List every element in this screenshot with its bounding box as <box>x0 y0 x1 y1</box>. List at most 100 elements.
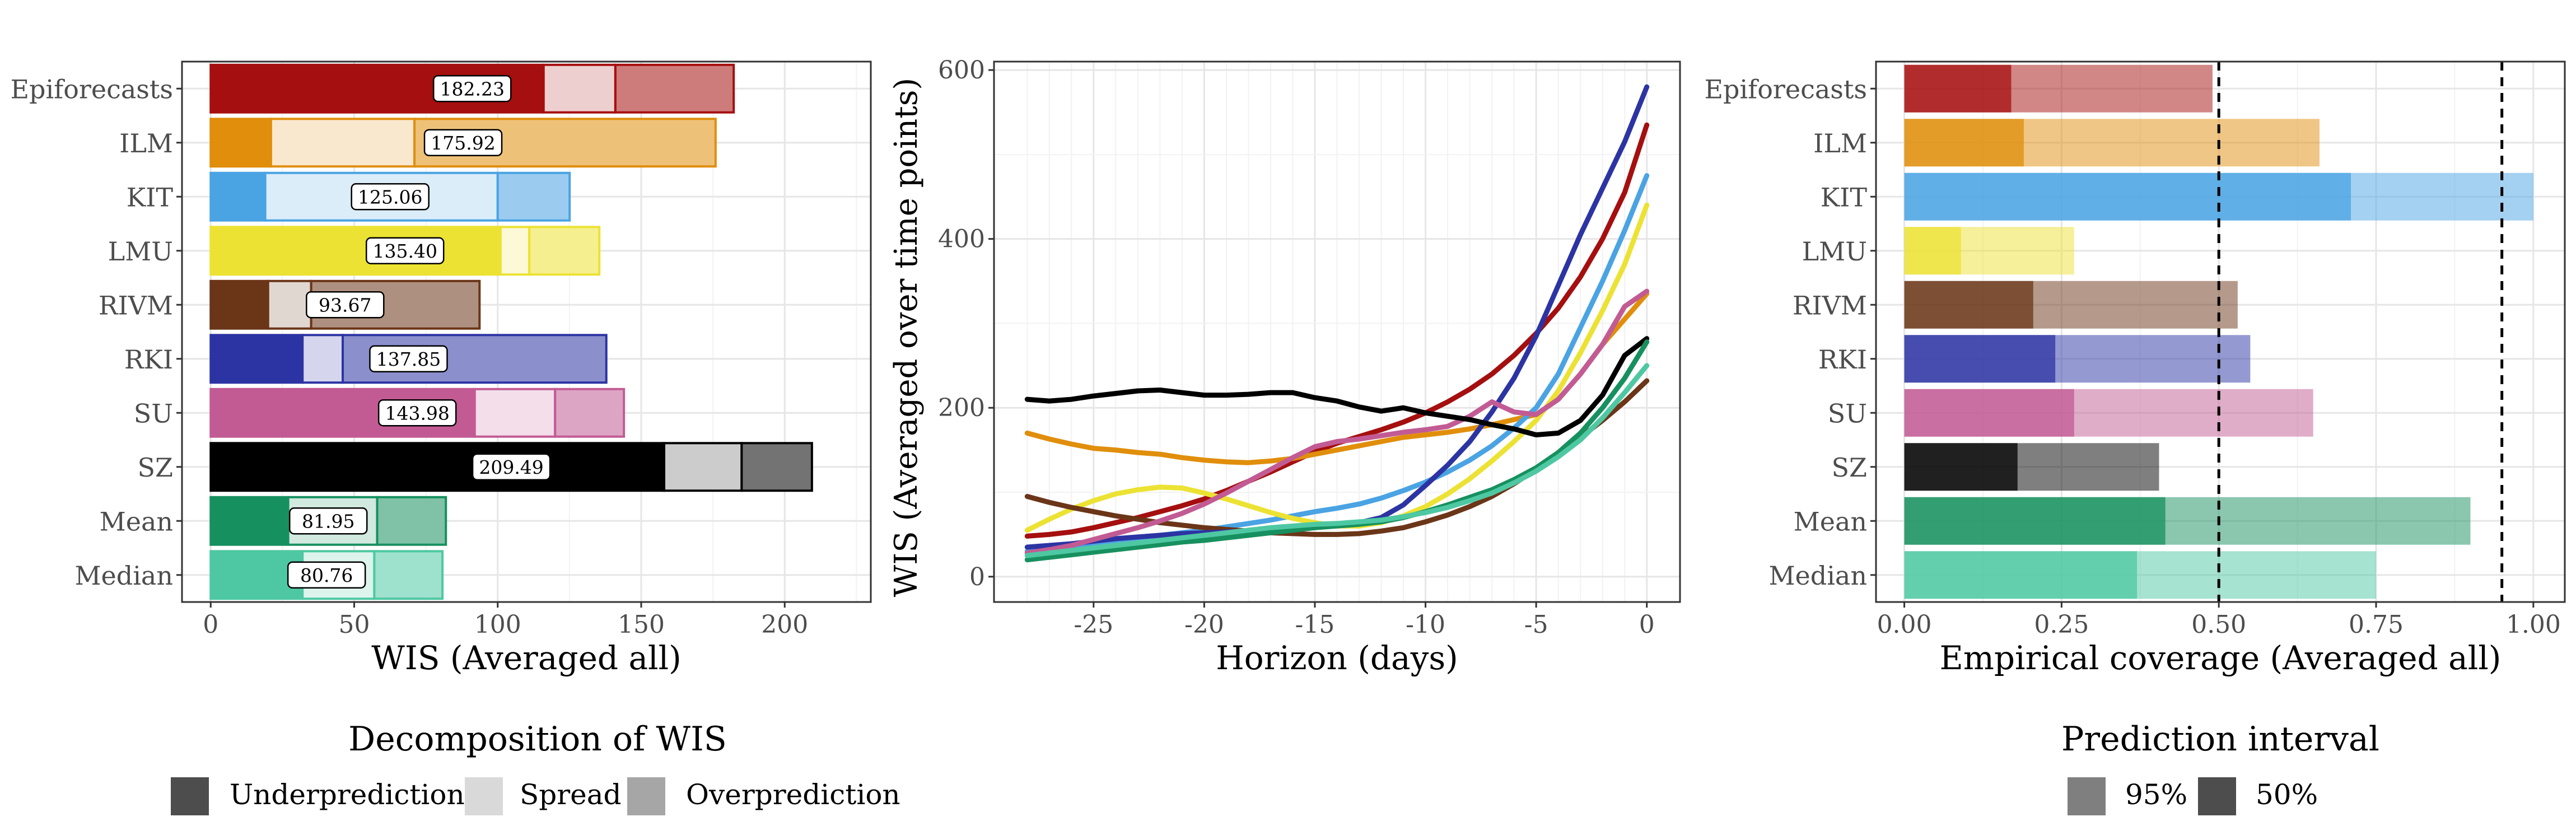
bar-mean-overprediction <box>376 496 447 546</box>
legend-title-prediction-interval: Prediction interval <box>2061 720 2379 759</box>
y-tick-label: 600 <box>938 56 985 85</box>
legend-key-overprediction <box>627 777 665 815</box>
y-tick-label-sz: SZ <box>1832 452 1867 483</box>
x-tick-label: 0 <box>203 610 218 639</box>
y-tick-label-kit: KIT <box>127 182 174 212</box>
total-label-epiforecasts: 182.23 <box>440 78 504 100</box>
legend-label-overprediction: Overprediction <box>686 778 900 811</box>
y-tick-label-ilm: ILM <box>1813 128 1867 158</box>
x-tick-label: 0.50 <box>2191 610 2246 639</box>
legend-key-50 <box>2198 777 2236 815</box>
y-tick-label-rki: RKI <box>1818 344 1867 375</box>
bar-ilm-underprediction <box>209 118 272 168</box>
total-label-rivm: 93.67 <box>319 294 371 316</box>
legend-key-underprediction <box>171 777 209 815</box>
total-label-box <box>423 129 503 156</box>
bar-sz-spread <box>663 442 743 492</box>
total-label-box <box>365 237 445 264</box>
x-tick-label: -20 <box>1184 610 1224 639</box>
bar-su-spread <box>473 388 557 438</box>
legend-key-spread <box>465 777 503 815</box>
series-line-10 <box>1024 363 1650 558</box>
total-label-box <box>288 507 368 535</box>
total-label-kit: 125.06 <box>358 186 422 208</box>
x-tick-label: 0.25 <box>2034 610 2089 639</box>
x-tick-label: -5 <box>1524 610 1548 639</box>
legend-label-95: 95% <box>2125 778 2187 811</box>
x-tick-label: 150 <box>618 610 665 639</box>
bar-median-50 <box>1904 551 2138 599</box>
y-tick-label-epiforecasts: Epiforecasts <box>1704 74 1867 104</box>
panel-border <box>993 60 1681 603</box>
coverage-panel: Epiforecasts ILM KIT LMU RIVM RKI SU SZ Mean Medi… <box>1704 60 2566 677</box>
wis-by-horizon-panel: -25 -20 -15 -10 -5 0 0 200 400 600 Horizon (days) W… <box>888 56 1681 677</box>
total-label-lmu: 135.40 <box>372 240 437 262</box>
bar-ilm-50 <box>1904 119 2024 167</box>
total-label-mean: 81.95 <box>302 510 354 532</box>
panel-border <box>181 60 872 603</box>
y-tick-label-median: Median <box>74 561 173 591</box>
y-tick-label-epiforecasts: Epiforecasts <box>10 74 173 104</box>
y-tick-label-mean: Mean <box>1794 506 1867 536</box>
bar-lmu-underprediction <box>209 226 502 276</box>
bar-kit-50 <box>1904 172 2351 221</box>
x-tick-label: 1.00 <box>2506 610 2561 639</box>
x-tick-label: 0.00 <box>1877 610 1932 639</box>
y-tick-label-rivm: RIVM <box>1793 290 1867 320</box>
y-tick-label-median: Median <box>1768 561 1867 591</box>
bar-ilm-spread <box>269 118 416 168</box>
bar-kit-underprediction <box>209 171 267 222</box>
total-label-median: 80.76 <box>300 564 353 586</box>
bar-epiforecasts-50 <box>1904 64 2012 113</box>
bar-sz-50 <box>1904 443 2018 491</box>
y-tick-label-rivm: RIVM <box>99 290 173 320</box>
y-tick-label: 0 <box>969 563 985 591</box>
total-label-box <box>287 561 366 589</box>
total-label-box <box>377 399 457 427</box>
y-tick-label-lmu: LMU <box>108 236 173 267</box>
bar-sz-overprediction <box>740 442 813 492</box>
y-tick-label-sz: SZ <box>138 452 173 483</box>
bar-su-50 <box>1904 389 2074 437</box>
bar-median-overprediction <box>373 550 444 600</box>
x-tick-label: 0.75 <box>2349 610 2404 639</box>
y-tick-label-rki: RKI <box>124 344 173 375</box>
wis-decomposition-panel: 182.23 Epiforecasts 175.92 ILM 125.06 KIT 135.… <box>10 60 872 677</box>
legend-label-underprediction: Underprediction <box>230 778 465 811</box>
x-tick-label: -10 <box>1406 610 1445 639</box>
total-label-box <box>369 345 448 372</box>
bar-rki-50 <box>1904 335 2056 383</box>
series-line-7 <box>1024 288 1650 556</box>
y-tick-label-su: SU <box>134 398 173 428</box>
y-tick-label-su: SU <box>1828 398 1867 428</box>
bar-sz-underprediction <box>209 442 665 492</box>
y-tick-label-ilm: ILM <box>119 128 173 158</box>
bar-rki-overprediction <box>342 334 608 384</box>
x-axis-title: Horizon (days) <box>1216 639 1458 677</box>
x-axis-title: WIS (Averaged all) <box>371 639 682 677</box>
legend-key-95 <box>2068 777 2106 815</box>
bar-lmu-spread <box>499 226 531 276</box>
legend-title-decomposition: Decomposition of WIS <box>348 720 727 759</box>
total-label-rki: 137.85 <box>376 348 441 370</box>
panel-border <box>1875 60 2566 603</box>
bar-lmu-50 <box>1904 227 1961 275</box>
bar-rivm-underprediction <box>209 279 269 330</box>
total-label-sz: 209.49 <box>479 456 543 478</box>
bar-lmu-overprediction <box>528 226 601 276</box>
legends: Decomposition of WIS Underprediction Sprea… <box>171 720 2379 815</box>
y-tick-label-mean: Mean <box>100 506 173 536</box>
total-label-box <box>432 75 512 102</box>
x-tick-label: 200 <box>761 610 808 639</box>
bar-su-overprediction <box>554 388 626 438</box>
y-tick-label: 200 <box>938 394 985 422</box>
bar-mean-underprediction <box>209 496 290 546</box>
y-tick-label: 400 <box>938 225 985 254</box>
total-label-box <box>351 183 430 211</box>
series-line-8 <box>1024 336 1650 437</box>
total-label-box <box>472 453 551 480</box>
bar-epiforecasts-overprediction <box>614 63 735 114</box>
y-tick-label-kit: KIT <box>1821 182 1868 212</box>
bar-rki-underprediction <box>209 334 304 384</box>
